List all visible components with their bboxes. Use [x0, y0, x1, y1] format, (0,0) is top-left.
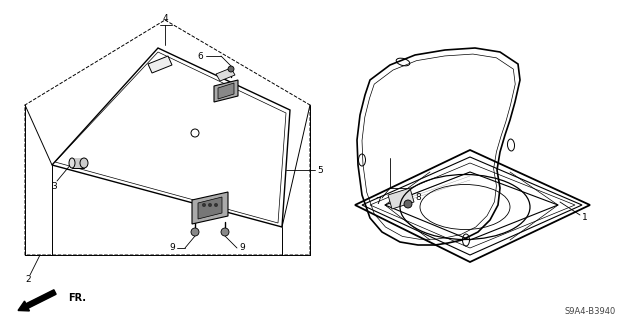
FancyArrow shape: [18, 290, 56, 311]
Polygon shape: [148, 56, 172, 73]
Text: S9A4-B3940: S9A4-B3940: [564, 308, 616, 316]
Polygon shape: [192, 192, 228, 224]
Text: 2: 2: [25, 276, 31, 284]
Text: 6: 6: [197, 52, 203, 60]
Text: 9: 9: [169, 244, 175, 252]
Ellipse shape: [69, 158, 75, 168]
Circle shape: [191, 228, 199, 236]
Circle shape: [202, 203, 206, 207]
Polygon shape: [388, 188, 414, 209]
Bar: [72, 158, 84, 168]
Text: 7: 7: [375, 197, 381, 206]
Circle shape: [228, 66, 234, 72]
Polygon shape: [216, 68, 235, 81]
Ellipse shape: [80, 158, 88, 168]
Text: 4: 4: [162, 13, 168, 22]
Polygon shape: [214, 80, 238, 102]
Text: 5: 5: [317, 165, 323, 174]
Text: 1: 1: [582, 213, 588, 222]
Text: FR.: FR.: [68, 293, 86, 303]
Circle shape: [214, 203, 218, 207]
Polygon shape: [218, 83, 234, 99]
Circle shape: [208, 203, 212, 207]
Text: 9: 9: [239, 244, 245, 252]
Text: 3: 3: [51, 181, 57, 190]
Circle shape: [221, 228, 229, 236]
Polygon shape: [198, 197, 222, 219]
Circle shape: [404, 200, 412, 208]
Text: 8: 8: [415, 194, 421, 203]
